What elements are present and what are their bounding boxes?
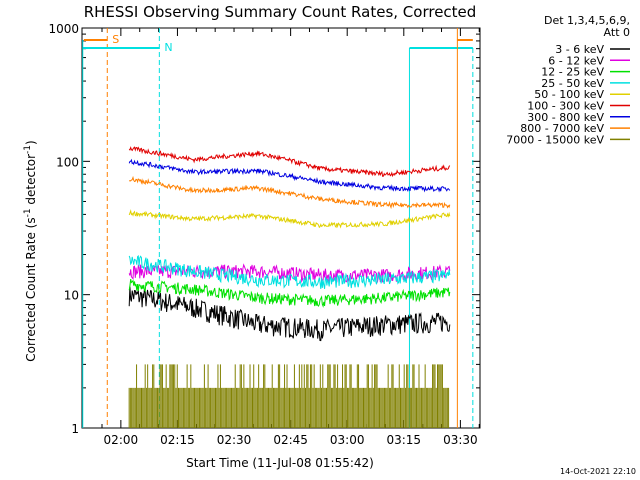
y-tick-label: 1 (71, 422, 79, 436)
legend-header-line-1: Det 1,3,4,5,6,9, (544, 14, 630, 27)
generated-timestamp: 14-Oct-2021 22:10 (560, 467, 636, 476)
y-label-part-3: ) (24, 140, 38, 145)
series-12-25-kev (128, 278, 451, 308)
series-50-100-kev (128, 209, 451, 229)
x-tick-label: 02:15 (160, 433, 195, 447)
x-tick-label: 03:30 (443, 433, 478, 447)
chart-title: RHESSI Observing Summary Count Rates, Co… (84, 3, 477, 21)
series-25-50-kev (128, 254, 451, 289)
y-tick-label: 10 (64, 289, 79, 303)
series-6-12-kev (128, 263, 451, 284)
legend-label: 25 - 50 keV (541, 77, 604, 90)
y-label-sup-1: -1 (23, 208, 33, 217)
saa-label: S (112, 33, 119, 46)
legend-label: 6 - 12 keV (548, 54, 604, 67)
x-tick-label: 02:45 (273, 433, 308, 447)
legend-label: 300 - 800 keV (527, 111, 604, 124)
x-axis-label: Start Time (11-Jul-08 01:55:42) (186, 456, 374, 470)
series-800-7000-kev (129, 175, 451, 210)
y-tick-label: 100 (56, 155, 79, 169)
series-300-800-kev (128, 158, 451, 193)
legend-label: 50 - 100 keV (534, 88, 604, 101)
y-label-part-1: Corrected Count Rate (s (24, 217, 38, 361)
legend-label: 7000 - 15000 keV (506, 133, 604, 146)
legend-label: 3 - 6 keV (555, 43, 604, 56)
x-tick-label: 03:00 (330, 433, 365, 447)
night-label: N (164, 41, 172, 54)
y-tick-label: 1000 (48, 22, 79, 36)
x-tick-label: 02:00 (104, 433, 139, 447)
y-label-part-2: detector (24, 154, 38, 209)
series-7000-15000-kev (128, 364, 450, 428)
svg-text:Corrected Count Rate (s-1 dete: Corrected Count Rate (s-1 detector-1) (23, 140, 38, 361)
legend-label: 100 - 300 keV (527, 100, 604, 113)
x-tick-label: 03:15 (386, 433, 421, 447)
series-3-6-kev (128, 286, 451, 342)
legend-label: 12 - 25 keV (541, 66, 604, 79)
y-axis-label: Corrected Count Rate (s-1 detector-1) (23, 140, 38, 361)
plot-frame (81, 27, 481, 429)
y-label-sup-2: -1 (23, 145, 33, 154)
legend-header-line-2: Att 0 (604, 26, 630, 39)
x-tick-label: 02:30 (217, 433, 252, 447)
plot-area: 1 10 100 1000 02:00 02:15 02:30 02:45 03:00 03:15… (48, 22, 481, 447)
legend-label: 800 - 7000 keV (520, 122, 604, 135)
series-100-300-kev (128, 146, 451, 178)
